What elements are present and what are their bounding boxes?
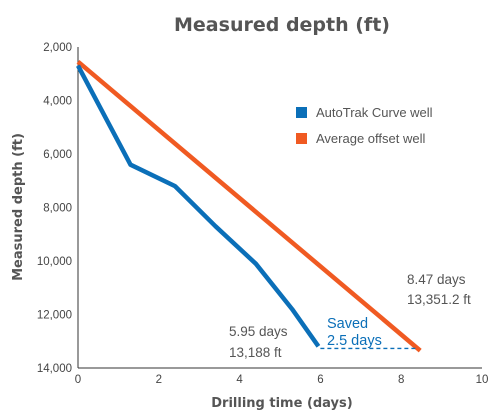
- x-tick-label: 0: [75, 374, 81, 386]
- legend-swatch-autotrak: [296, 107, 307, 118]
- y-tick-label: 14,000: [37, 363, 72, 375]
- x-tick-label: 6: [317, 374, 323, 386]
- saved-annotation-line1: Saved: [327, 316, 368, 332]
- series-layer: [76, 59, 422, 353]
- x-tick-label: 4: [236, 374, 243, 386]
- x-tick-labels: 0 2 4 6 8 10: [75, 374, 489, 386]
- series-line-offset: [76, 59, 422, 353]
- x-tick-label: 2: [156, 374, 162, 386]
- autotrak-depth-annotation: 13,188 ft: [229, 345, 282, 360]
- y-tick-label: 6,000: [43, 149, 72, 161]
- legend: AutoTrak Curve well Average offset well: [296, 105, 433, 146]
- annotations: 8.47 days 13,351.2 ft 5.95 days 13,188 f…: [229, 272, 471, 360]
- x-axis-title: Drilling time (days): [211, 396, 352, 411]
- autotrak-days-annotation: 5.95 days: [229, 324, 288, 339]
- x-tick-label: 8: [398, 374, 404, 386]
- series-line-autotrak: [76, 64, 321, 348]
- offset-days-annotation: 8.47 days: [407, 272, 466, 287]
- y-tick-label: 10,000: [37, 256, 72, 268]
- y-tick-label: 8,000: [43, 203, 72, 215]
- legend-label-autotrak: AutoTrak Curve well: [316, 105, 433, 120]
- y-tick-labels: 2,000 4,000 6,000 8,000 10,000 12,000 14,000: [37, 42, 72, 375]
- saved-annotation-line2: 2.5 days: [327, 333, 382, 349]
- x-axis: 0 2 4 6 8 10: [75, 367, 489, 386]
- legend-swatch-offset: [296, 133, 307, 144]
- y-tick-label: 2,000: [43, 42, 72, 54]
- x-tick-label: 10: [476, 374, 489, 386]
- y-axis-title: Measured depth (ft): [11, 133, 26, 281]
- y-axis: 2,000 4,000 6,000 8,000 10,000 12,000 14,000: [37, 42, 79, 375]
- chart-title: Measured depth (ft): [174, 14, 390, 36]
- y-tick-label: 12,000: [37, 310, 72, 322]
- legend-label-offset: Average offset well: [316, 131, 425, 146]
- y-tick-label: 4,000: [43, 96, 72, 108]
- offset-depth-annotation: 13,351.2 ft: [407, 292, 471, 307]
